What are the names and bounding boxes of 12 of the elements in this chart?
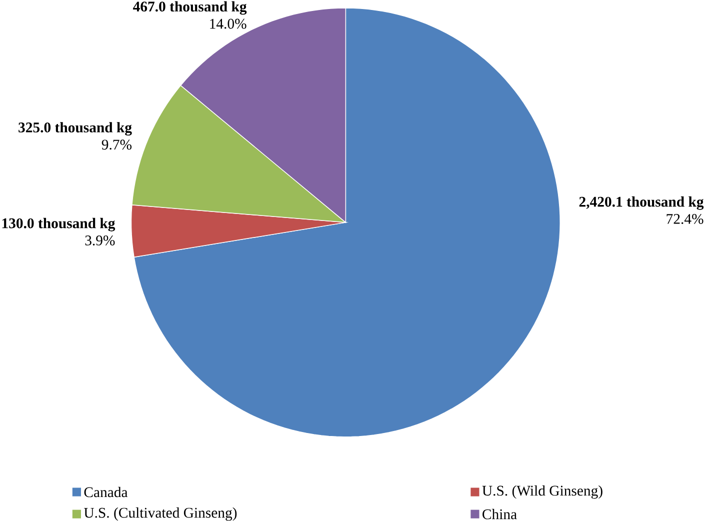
legend-label: U.S. (Wild Ginseng) <box>482 485 602 499</box>
data-label: 130.0 thousand kg <box>2 218 116 232</box>
text: 3.9% <box>85 236 115 246</box>
data-label: 2,420.1 thousand kg <box>579 196 704 210</box>
text: 9.7% <box>102 140 132 150</box>
text: 72.4% <box>666 214 704 224</box>
legend-label: China <box>482 509 517 520</box>
text: 14.0% <box>210 18 246 29</box>
legend-label: Canada <box>84 486 128 498</box>
legend-label: U.S. (Cultivated Ginseng) <box>84 507 237 521</box>
data-label: 467.0 thousand kg <box>132 1 247 15</box>
data-label: 325.0 thousand kg <box>18 122 132 136</box>
